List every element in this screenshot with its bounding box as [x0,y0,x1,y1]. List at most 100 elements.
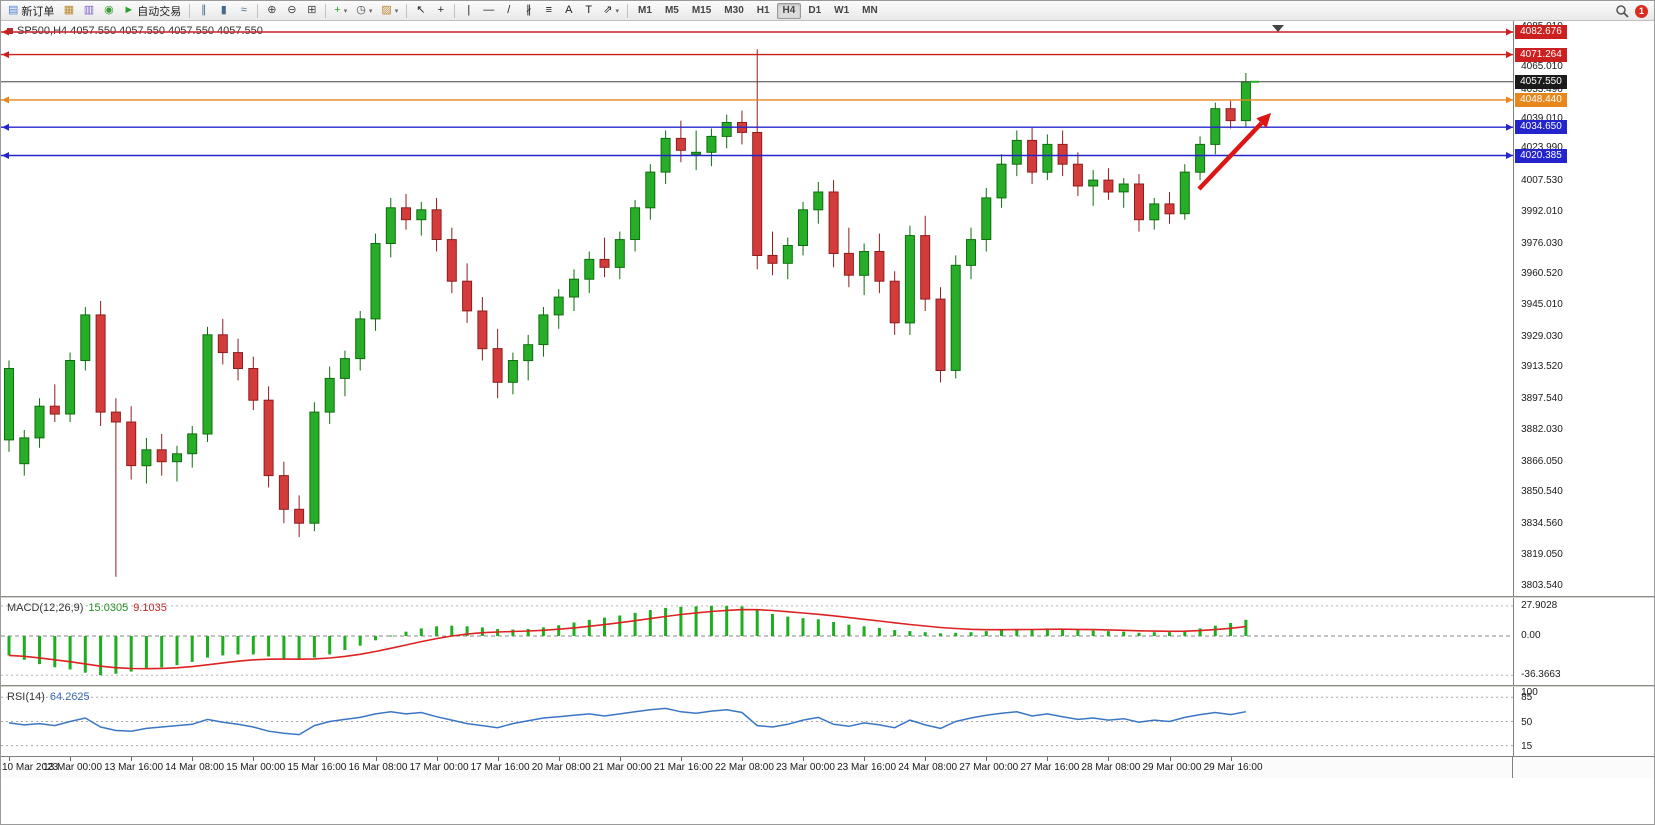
candle-body [19,437,30,465]
bar-chart-type-icon[interactable]: ∥ [194,2,213,19]
price-tick: 3945.010 [1521,299,1563,310]
vertical-line-icon: | [467,4,471,16]
notification-badge[interactable]: 1 [1635,4,1648,18]
market-watch-icon[interactable]: ▥ [79,2,98,19]
rsi-plot[interactable]: RSI(14) 64.2625 [1,687,1514,756]
price-tick: 4065.010 [1521,61,1563,72]
indicators-icon[interactable]: + ▾ [330,2,351,19]
zoom-in-icon[interactable]: ⊕ [262,2,281,19]
candle-body [935,298,946,372]
charts-window-icon: ▦ [63,4,75,16]
search-icon[interactable] [1615,4,1629,18]
line-left-arrow-icon [2,152,9,159]
time-label: 15 Mar 00:00 [226,762,286,773]
chevron-down-icon: ▾ [394,7,399,15]
candle-body [1088,179,1099,187]
time-tick [192,757,194,761]
candle-body [798,209,808,247]
timeframe-m15-button[interactable]: M15 [691,5,712,16]
price-tick: 3882.030 [1521,423,1563,435]
main-chart-canvas[interactable] [1,21,1514,596]
symbol-marker-icon [7,28,13,35]
candle-body [889,280,900,324]
chevron-down-icon: ▾ [615,7,620,15]
zoom-out-icon[interactable]: ⊖ [282,2,301,19]
timeframe-mn-button[interactable]: MN [862,5,878,16]
price-tick: 3850.540 [1521,486,1563,498]
candle-body [49,405,60,415]
panel-splitter[interactable] [1,596,1654,598]
candle-body [34,405,45,439]
horizontal-line-icon[interactable]: — [479,2,498,19]
timeframe-m1-button[interactable]: M1 [638,5,652,16]
text-icon[interactable]: A [559,2,578,19]
crosshair-icon[interactable]: + [431,2,450,19]
macd-plot[interactable]: MACD(12,26,9) 15.0305 9.1035 [1,598,1514,685]
indicators-icon: + [334,4,341,16]
trend-arrow-annotation[interactable] [1197,113,1271,191]
text-label-icon[interactable]: T [579,2,598,19]
tile-windows-icon[interactable]: ⊞ [302,2,321,19]
equidistant-channel-icon[interactable]: ∦ [519,2,538,19]
timeframe-d1-button[interactable]: D1 [808,5,822,16]
candle-body [584,258,595,280]
time-label: 23 Mar 00:00 [776,762,835,773]
horizontal-line-4034.650[interactable] [1,123,1514,131]
timeframe-h4-button[interactable]: H4 [776,2,802,19]
rsi-scale[interactable]: 100 85 50 15 [1513,687,1654,756]
line-chart-type-icon[interactable]: ≈ [234,2,253,19]
candle-body [233,352,243,370]
candle-body [1149,203,1160,221]
autotrading-button[interactable]: ► 自动交易 [119,2,185,19]
timeframe-h1-button[interactable]: H1 [756,5,770,16]
candle-body [324,377,335,413]
candle-body [767,254,778,264]
candle-body [1011,139,1022,165]
timeframe-m5-button[interactable]: M5 [664,5,679,16]
timeframe-w1-button[interactable]: W1 [834,5,850,16]
rsi-scale-tick: 85 [1521,692,1533,704]
arrows-objects-icon[interactable]: ⇗ ▾ [599,2,623,19]
macd-canvas[interactable] [1,598,1514,685]
time-label: 15 Mar 16:00 [287,762,347,773]
cursor-icon[interactable]: ↖ [411,2,430,19]
fibonacci-icon[interactable]: ≡ [539,2,558,19]
price-axis[interactable]: 4085.0104065.0104053.4904039.0104023.990… [1513,21,1654,596]
horizontal-line-4020.385[interactable] [1,152,1514,159]
charts-window-icon[interactable]: ▦ [59,2,78,19]
templates-icon[interactable]: ▨ ▾ [377,2,402,19]
candle-body [553,296,564,316]
horizontal-line-4071.264[interactable] [1,51,1514,59]
main-chart-plot[interactable]: SP500,H4 4057.550 4057.550 4057.550 4057… [1,21,1514,596]
new-order-button[interactable]: ▤ 新订单 [4,2,58,19]
candle-body [1027,139,1038,173]
price-badge-4082.676: 4082.676 [1515,25,1567,39]
line-left-arrow-icon [2,123,9,131]
toolbar-separator [325,3,327,18]
periods-icon[interactable]: ◷ ▾ [352,2,376,19]
price-tick: 3866.050 [1521,455,1563,467]
time-tick [253,757,255,761]
candlestick-type-icon[interactable]: ▮ [214,2,233,19]
horizontal-line-4082.676[interactable] [1,28,1514,36]
line-right-arrow-icon [1506,152,1513,159]
trendline-icon[interactable]: / [499,2,518,19]
rsi-canvas[interactable] [1,687,1514,756]
macd-scale[interactable]: 27.9028 0.00 -36.3663 [1513,598,1654,685]
vertical-line-icon[interactable]: | [459,2,478,19]
candle-body [706,135,717,153]
time-tick [70,757,72,761]
horizontal-line-4048.440[interactable] [1,96,1514,104]
time-tick [9,757,10,761]
candle-body [1179,171,1190,215]
timeframe-m30-button[interactable]: M30 [724,5,744,16]
price-tick: 3897.540 [1521,393,1563,405]
time-axis[interactable]: 10 Mar 2023 13 Mar 00:00 13 Mar 16:00 14 Ma… [1,757,1512,778]
fibonacci-icon: ≡ [545,4,552,16]
time-axis-row: 10 Mar 2023 13 Mar 00:00 13 Mar 16:00 14 Ma… [1,756,1654,778]
panel-splitter[interactable] [1,685,1654,687]
price-badge-4020.385: 4020.385 [1515,148,1567,163]
navigator-icon[interactable]: ◉ [99,2,118,19]
time-label: 17 Mar 00:00 [409,762,469,773]
